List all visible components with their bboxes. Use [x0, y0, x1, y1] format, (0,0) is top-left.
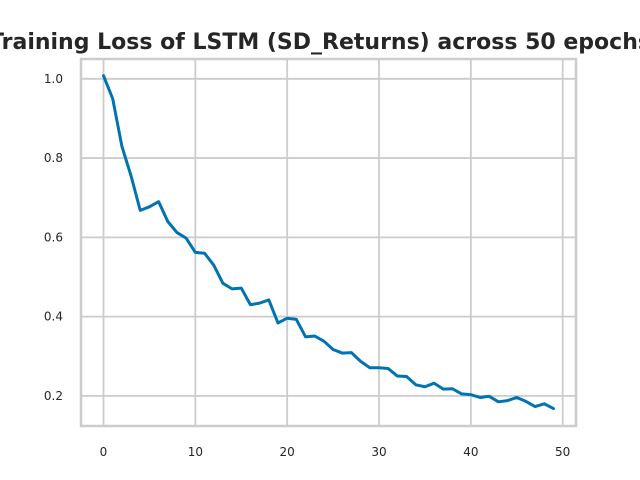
y-tick-label: 1.0 — [44, 72, 63, 86]
grid — [81, 59, 576, 426]
y-tick-label: 0.2 — [44, 389, 63, 403]
x-tick-label: 40 — [463, 445, 478, 459]
x-tick-label: 0 — [100, 445, 108, 459]
x-tick-label: 50 — [555, 445, 570, 459]
x-tick-label: 10 — [188, 445, 203, 459]
plot-frame — [79, 57, 578, 428]
chart-title: Training Loss of LSTM (SD_Returns) acros… — [0, 30, 640, 55]
y-tick-label: 0.6 — [44, 230, 63, 244]
series-layer — [102, 74, 555, 411]
tick-labels: 0 10 20 30 40 50 0.2 0.4 0.6 0.8 1.0 — [44, 72, 570, 459]
loss-line — [102, 74, 555, 411]
y-tick-label: 0.8 — [44, 151, 63, 165]
x-tick-label: 20 — [280, 445, 295, 459]
y-tick-label: 0.4 — [44, 310, 63, 324]
x-tick-label: 30 — [371, 445, 386, 459]
